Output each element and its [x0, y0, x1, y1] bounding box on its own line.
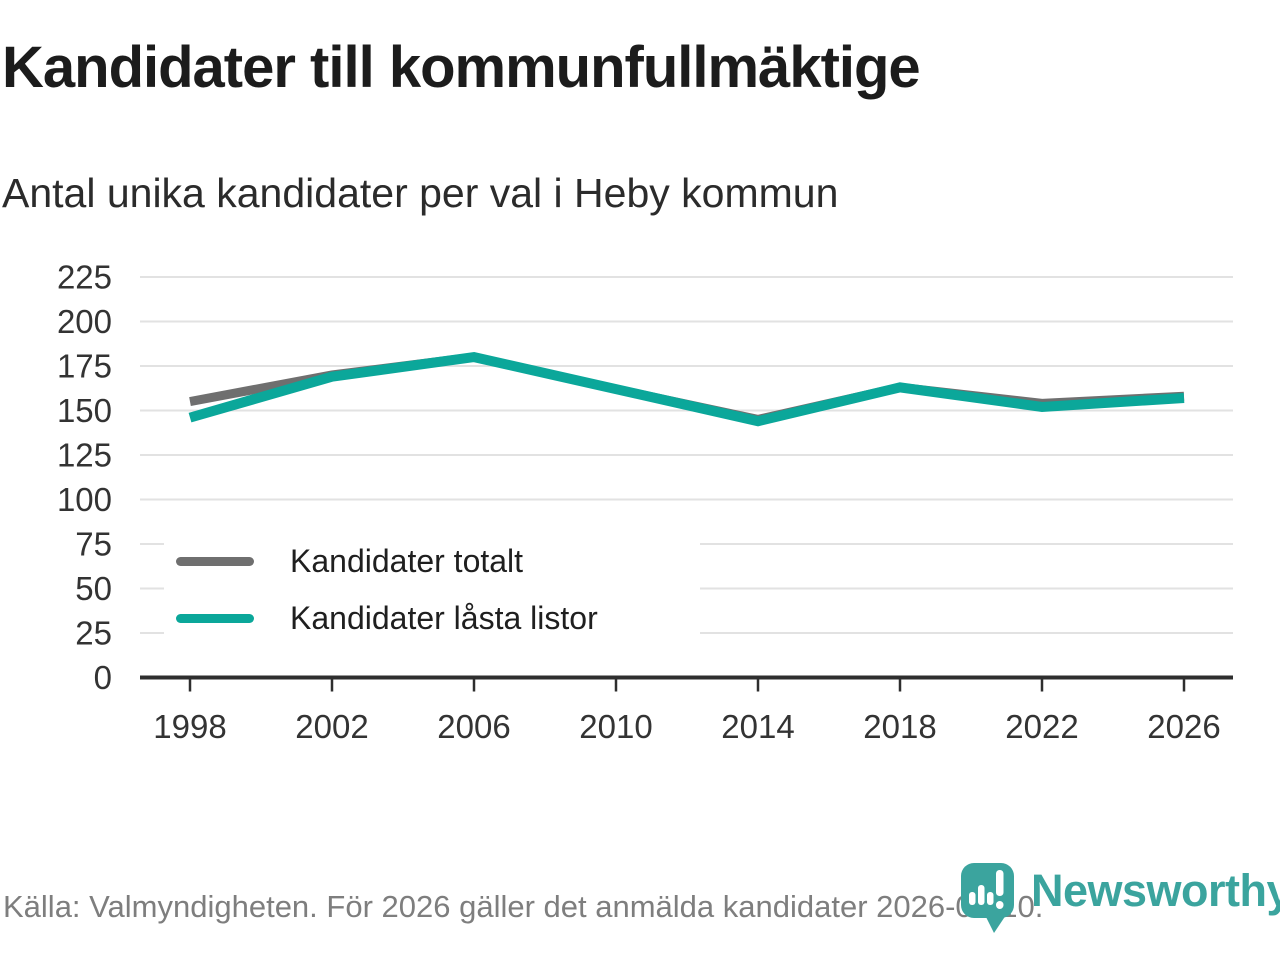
y-tick-label: 125: [57, 437, 112, 474]
x-tick-label: 2022: [1005, 708, 1078, 745]
y-tick-label: 100: [57, 481, 112, 518]
chart-subtitle: Antal unika kandidater per val i Heby ko…: [2, 170, 839, 216]
x-tick-label: 2010: [579, 708, 652, 745]
y-tick-label: 225: [57, 259, 112, 296]
newsworthy-logo: Newsworthy: [961, 861, 1280, 935]
newsworthy-pin-barchart-icon: [961, 863, 1014, 933]
legend-item-lasta-listor: Kandidater låsta listor: [164, 600, 700, 637]
y-tick-label: 75: [75, 526, 112, 563]
x-tick-label: 2002: [295, 708, 368, 745]
chart-legend: Kandidater totalt Kandidater låsta listo…: [164, 533, 700, 647]
y-tick-label: 50: [75, 570, 112, 607]
y-tick-label: 200: [57, 303, 112, 340]
y-tick-label: 25: [75, 615, 112, 652]
series-line-lasta-listor: [188, 352, 1185, 427]
legend-label-totalt: Kandidater totalt: [290, 543, 524, 579]
legend-swatch-lasta-listor-icon: [176, 614, 254, 623]
source-note: Källa: Valmyndigheten. För 2026 gäller d…: [3, 889, 1044, 924]
x-tick-label: 2018: [863, 708, 936, 745]
page-title: Kandidater till kommunfullmäktige: [2, 35, 921, 100]
legend-item-totalt: Kandidater totalt: [164, 543, 700, 580]
newsworthy-logo-text: Newsworthy: [1031, 865, 1280, 916]
y-tick-label: 0: [94, 659, 112, 696]
legend-swatch-totalt-icon: [176, 557, 254, 566]
x-tick-label: 2014: [721, 708, 794, 745]
legend-label-lasta-listor: Kandidater låsta listor: [290, 600, 598, 636]
y-tick-label: 150: [57, 392, 112, 429]
line-chart: 0 25 50 75 100 125 150 175 200 225 1998 2002 2006 201…: [57, 259, 1233, 745]
x-tick-label: 2026: [1147, 708, 1220, 745]
x-tick-label: 1998: [153, 708, 226, 745]
y-tick-label: 175: [57, 348, 112, 385]
x-tick-label: 2006: [437, 708, 510, 745]
